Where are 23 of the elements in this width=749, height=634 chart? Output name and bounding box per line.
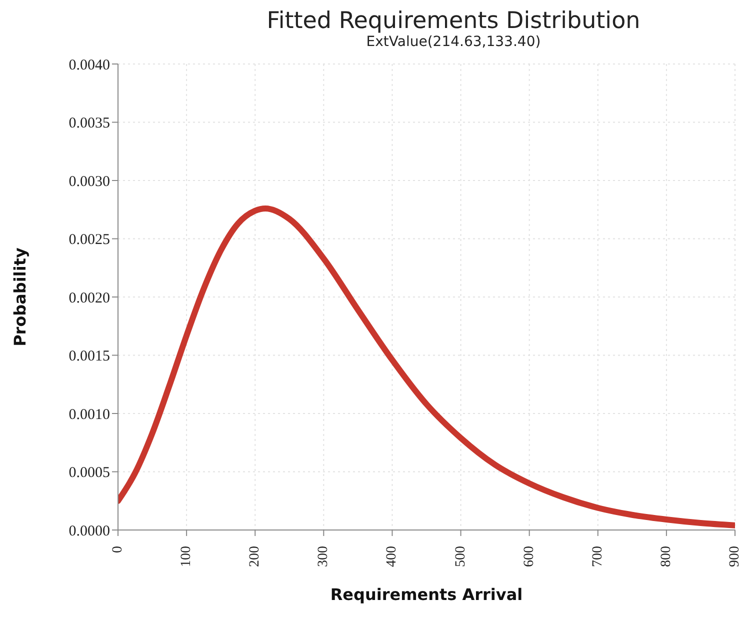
y-tick-label: 0.0025: [68, 232, 110, 248]
x-tick-label: 800: [658, 546, 674, 567]
chart-title: Fitted Requirements Distribution: [266, 8, 642, 34]
y-axis-title: Probability: [10, 247, 30, 346]
y-tick-label: 0.0010: [68, 406, 110, 423]
y-tick-label: 0.0030: [68, 174, 110, 190]
chart-subtitle: ExtValue(214.63,133.40): [365, 34, 542, 50]
x-tick-label: 500: [453, 546, 468, 567]
x-tick-label: 300: [316, 546, 332, 567]
y-tick-label: 0.0005: [68, 465, 110, 482]
x-tick-label: 0: [110, 546, 126, 553]
x-axis-title: Requirements Arrival: [330, 585, 523, 604]
y-tick-label: 0.0015: [68, 348, 110, 365]
x-tick-label: 100: [179, 546, 194, 567]
y-tick-label: 0.0035: [68, 116, 110, 132]
x-tick-label: 400: [384, 546, 400, 567]
x-tick-label: 600: [522, 546, 537, 567]
x-tick-label: 200: [248, 546, 263, 567]
y-tick-label: 0.0020: [68, 290, 110, 306]
x-tick-label: 700: [590, 546, 606, 567]
x-tick-label: 900: [728, 546, 742, 567]
y-tick-label: 0.0040: [68, 57, 110, 74]
y-tick-label: 0.0000: [68, 523, 110, 540]
